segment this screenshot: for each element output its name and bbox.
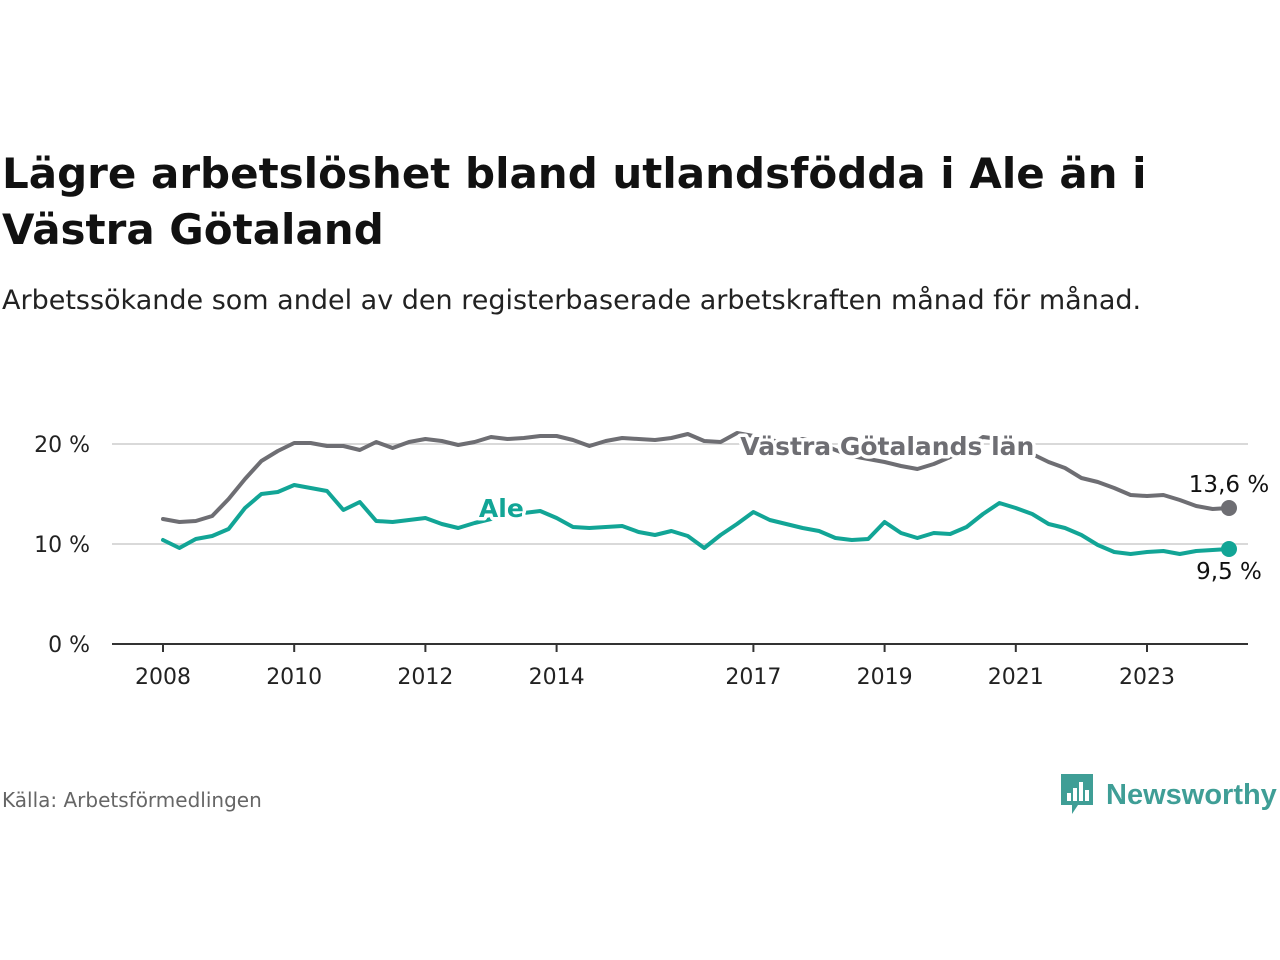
- labels: Västra Götalands län Ale 13,6 % 9,5 %: [475, 429, 1272, 589]
- newsworthy-logo-icon: [1061, 774, 1093, 814]
- chart-title: Lägre arbetslöshet bland utlandsfödda i …: [2, 149, 1147, 254]
- y-tick-label-10: 10 %: [34, 533, 90, 558]
- series-label-vastra-gotaland: Västra Götalands län: [740, 432, 1034, 461]
- end-value-label-ale: 9,5 %: [1196, 559, 1262, 585]
- axes: 0 % 10 % 20 % 2008 2010 2012 2014 2017 2019 2021 2…: [34, 433, 1248, 690]
- y-tick-label-0: 0 %: [48, 633, 90, 658]
- x-tick-label-2023: 2023: [1119, 665, 1175, 690]
- series-line-ale: [161, 483, 1231, 556]
- x-tick-label-2010: 2010: [266, 665, 322, 690]
- x-tick-label-2012: 2012: [397, 665, 453, 690]
- end-marker-vastra-gotaland: [1221, 500, 1237, 516]
- brand-name: Newsworthy: [1106, 778, 1277, 811]
- end-value-label-vastra-gotaland: 13,6 %: [1189, 472, 1269, 498]
- gridlines: [112, 443, 1248, 545]
- x-tick-label-2008: 2008: [135, 665, 191, 690]
- end-marker-ale: [1221, 541, 1237, 557]
- x-tick-label-2019: 2019: [857, 665, 913, 690]
- x-tick-label-2021: 2021: [988, 665, 1044, 690]
- x-tick-label-2014: 2014: [529, 665, 585, 690]
- source-note: Källa: Arbetsförmedlingen: [2, 788, 262, 812]
- y-tick-label-20: 20 %: [34, 433, 90, 458]
- series: [161, 431, 1237, 557]
- line-chart: 0 % 10 % 20 % 2008 2010 2012 2014 2017 2019 2021 2…: [34, 429, 1272, 691]
- chart-subtitle: Arbetssökande som andel av den registerb…: [2, 285, 1142, 316]
- brand-logo: Newsworthy: [1058, 772, 1277, 818]
- series-line-vastra-gotaland: [161, 431, 1231, 524]
- x-tick-label-2017: 2017: [725, 665, 781, 690]
- series-label-ale: Ale: [479, 494, 524, 523]
